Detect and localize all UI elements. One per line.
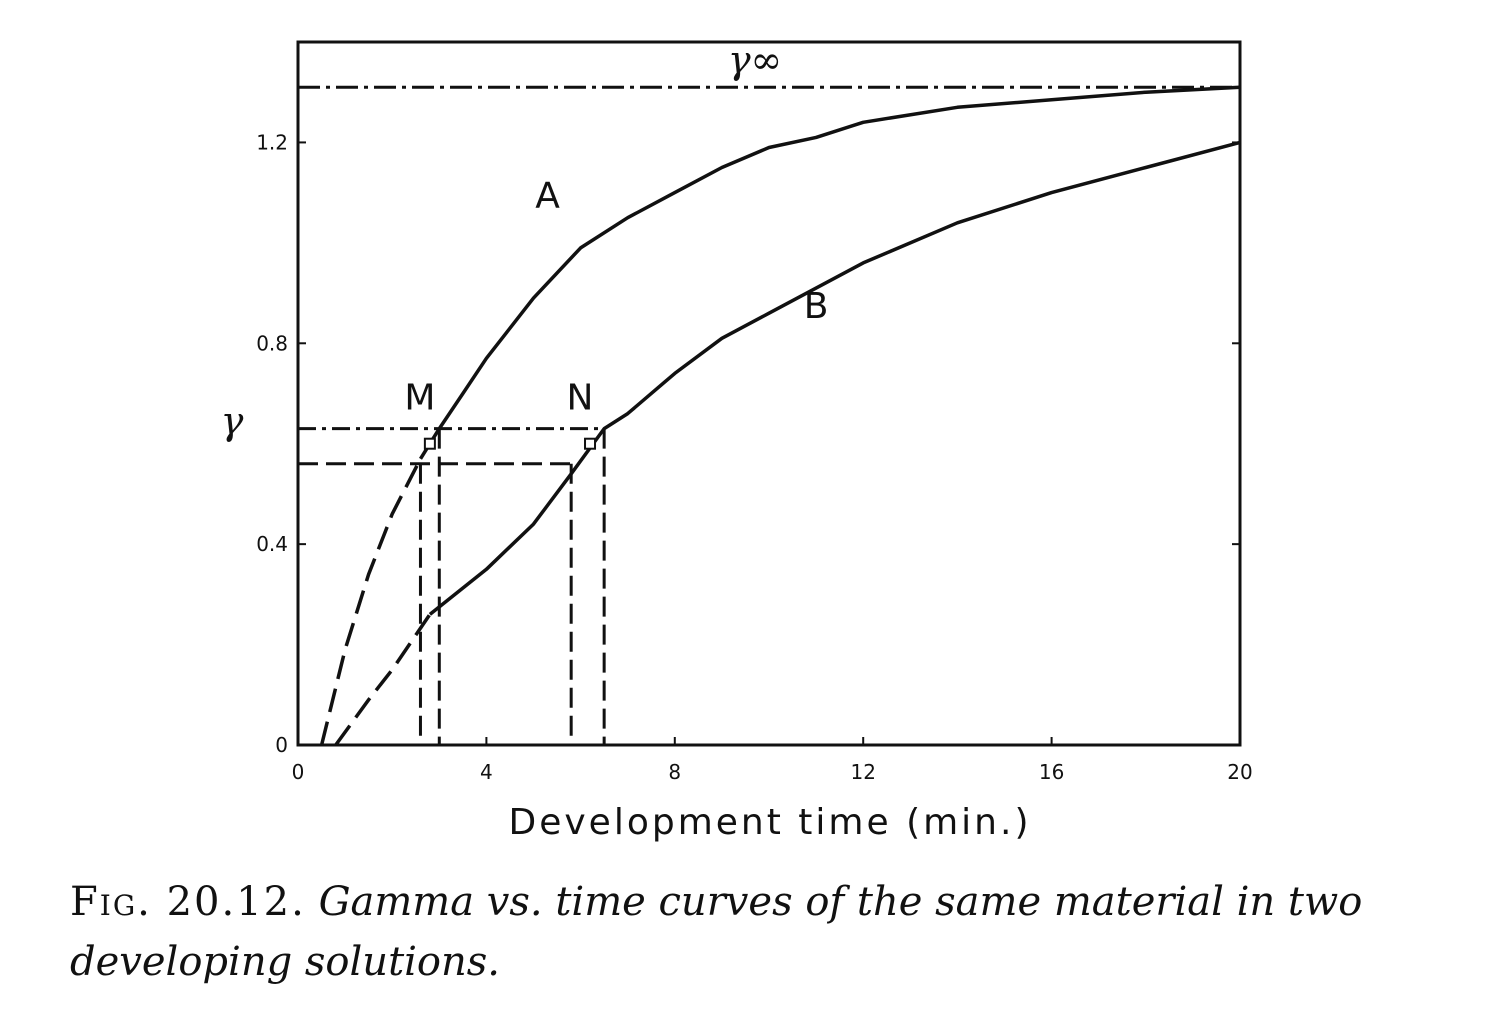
y-tick-label: 0.4 [256,532,288,556]
x-tick-label: 0 [292,760,305,784]
x-tick-label: 8 [668,760,681,784]
gamma-time-chart: 0 4 8 12 16 20 0 0.4 0.8 1.2 γ∞ M N A B Development ti… [221,38,1253,843]
y-tick-label: 0.8 [256,331,288,355]
point-m-marker [423,437,436,450]
x-tick-label: 16 [1039,760,1064,784]
point-m-label: M [404,378,435,419]
figure-caption: Fig. 20.12. Gamma vs. time curves of the… [70,872,1470,992]
y-tick-label: 0 [275,733,288,757]
x-axis-label: Development time (min.) [509,802,1032,843]
x-tick-label: 20 [1227,760,1252,784]
series-a-extrapolated [319,458,423,746]
figure-number: Fig. 20.12. [70,879,306,925]
y-axis-label: γ [221,399,244,443]
point-n-label: N [567,378,594,419]
series-a-curve [419,85,1241,460]
gamma-infinity-label: γ∞ [728,38,782,82]
plot-frame [296,40,1242,747]
x-tick-label: 4 [480,760,493,784]
y-tick-label: 1.2 [256,130,288,154]
series-b-extrapolated [334,613,432,747]
plot-area: 0 4 8 12 16 20 0 0.4 0.8 1.2 γ∞ M N A B [256,38,1253,784]
curve-b-label: B [804,286,829,327]
point-n-marker [584,437,597,450]
curve-a-label: A [535,176,560,217]
figure-caption-text: Gamma vs. time curves of the same materi… [70,879,1363,985]
x-tick-label: 12 [850,760,875,784]
series-b-curve [428,140,1241,616]
